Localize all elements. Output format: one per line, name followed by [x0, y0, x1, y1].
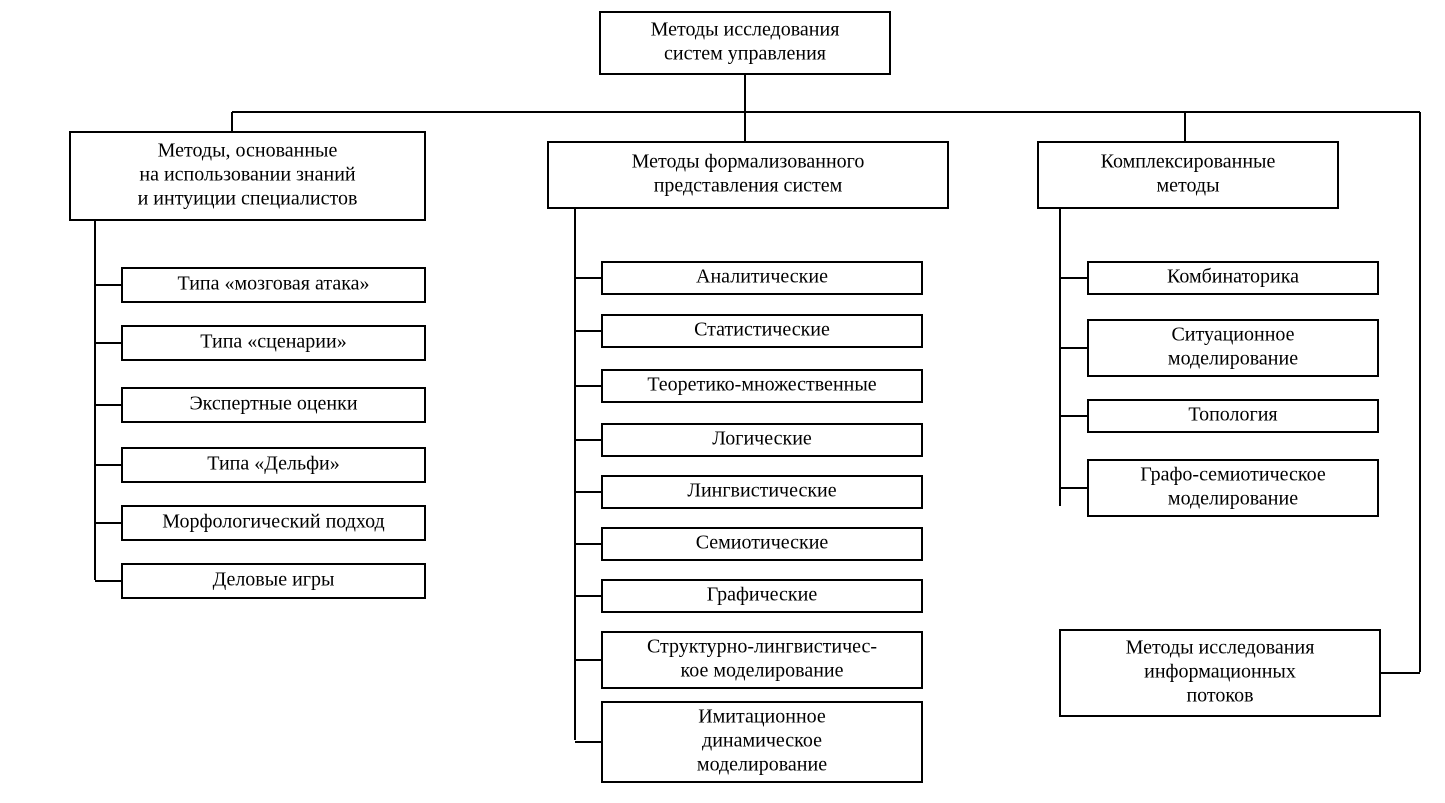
leaf-b2-7-label: кое моделирование: [681, 660, 844, 682]
leaf-b3-3-label: Графо-семиотическое: [1140, 464, 1326, 486]
extra-node-info-flows-label: информационных: [1144, 661, 1296, 683]
root-node-label: систем управления: [664, 43, 826, 65]
leaf-b2-0-label: Аналитические: [696, 266, 828, 288]
leaf-b1-4-label: Морфологический подход: [162, 511, 384, 533]
leaf-b2-5-label: Семиотические: [696, 532, 829, 554]
leaf-b1-2-label: Экспертные оценки: [189, 393, 357, 415]
leaf-b2-4-label: Лингвистические: [687, 480, 836, 502]
leaf-b3-2-label: Топология: [1188, 404, 1277, 426]
hierarchy-diagram: Методы исследованиясистем управленияМето…: [0, 0, 1445, 803]
leaf-b2-7-label: Структурно-лингвистичес-: [647, 636, 877, 658]
leaf-b2-8-label: Имитационное: [698, 706, 826, 728]
leaf-b2-8-label: моделирование: [697, 754, 827, 776]
leaf-b2-6-label: Графические: [707, 584, 818, 606]
branch-header-b3-label: Комплексированные: [1101, 151, 1276, 173]
leaf-b2-8-label: динамическое: [702, 730, 822, 752]
leaf-b3-1-label: моделирование: [1168, 348, 1298, 370]
branch-header-b3-label: методы: [1156, 175, 1219, 197]
branch-header-b1-label: на использовании знаний: [139, 164, 356, 186]
branch-header-b1-label: и интуиции специалистов: [138, 188, 358, 210]
branch-header-b2-label: представления систем: [654, 175, 843, 197]
leaf-b1-0-label: Типа «мозговая атака»: [177, 273, 369, 295]
branch-header-b1-label: Методы, основанные: [158, 140, 338, 162]
leaf-b3-0-label: Комбинаторика: [1167, 266, 1299, 288]
leaf-b2-1-label: Статистические: [694, 319, 830, 341]
leaf-b3-3-label: моделирование: [1168, 488, 1298, 510]
leaf-b1-1-label: Типа «сценарии»: [200, 331, 346, 353]
leaf-b3-1-label: Ситуационное: [1171, 324, 1294, 346]
extra-node-info-flows-label: Методы исследования: [1126, 637, 1315, 659]
branch-header-b2-label: Методы формализованного: [632, 151, 865, 173]
extra-node-info-flows-label: потоков: [1186, 685, 1253, 707]
leaf-b1-3-label: Типа «Дельфи»: [207, 453, 340, 475]
leaf-b1-5-label: Деловые игры: [213, 569, 335, 591]
leaf-b2-2-label: Теоретико-множественные: [647, 374, 876, 396]
root-node-label: Методы исследования: [651, 19, 840, 41]
leaf-b2-3-label: Логические: [712, 428, 812, 450]
